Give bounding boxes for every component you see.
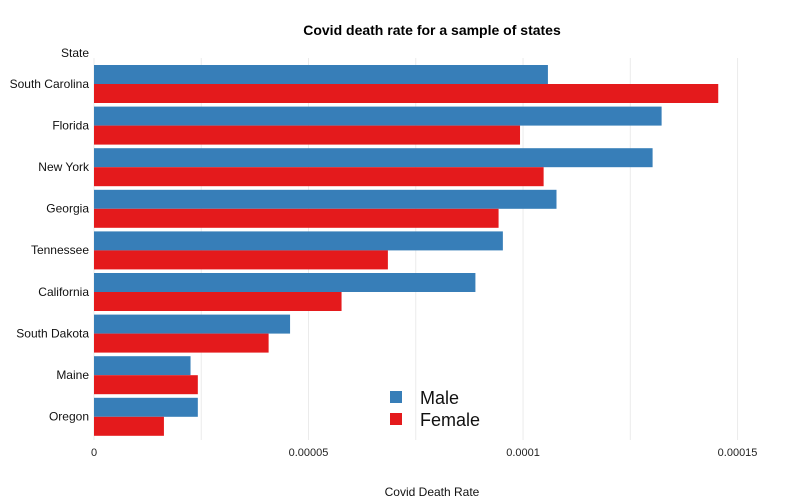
bar-male-south-carolina (94, 65, 548, 84)
category-label: Florida (52, 118, 89, 132)
bar-male-maine (94, 356, 191, 376)
bar-male-new-york (94, 148, 653, 168)
bar-female-florida (94, 125, 521, 145)
category-label: Oregon (49, 410, 89, 424)
category-label: South Carolina (10, 77, 90, 91)
category-label: California (38, 285, 89, 299)
bar-female-maine (94, 375, 198, 395)
bar-male-florida (94, 106, 662, 126)
x-tick-label: 0.00005 (289, 447, 329, 459)
x-axis-title: Covid Death Rate (385, 485, 480, 499)
x-tick-label: 0.00015 (718, 447, 758, 459)
bars (94, 65, 719, 436)
bar-female-south-carolina (94, 84, 719, 103)
chart-title: Covid death rate for a sample of states (303, 22, 561, 38)
bar-female-tennessee (94, 250, 388, 270)
category-label: Tennessee (31, 243, 89, 257)
legend-label-male: Male (420, 388, 459, 408)
bar-male-south-dakota (94, 314, 291, 334)
category-label: Georgia (46, 202, 89, 216)
bar-male-california (94, 273, 476, 292)
bar-male-oregon (94, 397, 198, 417)
bar-female-georgia (94, 208, 499, 228)
x-tick-labels: 0 0.00005 0.0001 0.00015 (91, 447, 757, 459)
category-labels: South Carolina Florida New York Georgia Tenn… (10, 77, 90, 424)
bar-female-oregon (94, 416, 164, 436)
bar-male-georgia (94, 189, 557, 209)
x-tick-label: 0 (91, 447, 97, 459)
y-axis-title: State (61, 46, 89, 60)
x-tick-label: 0.0001 (506, 447, 540, 459)
category-label: Maine (56, 368, 89, 382)
legend-swatch-male (390, 391, 402, 403)
legend-swatch-female (390, 413, 402, 425)
bar-female-california (94, 292, 342, 311)
category-label: South Dakota (16, 326, 89, 340)
bar-female-south-dakota (94, 333, 269, 353)
bar-female-new-york (94, 167, 544, 187)
legend-label-female: Female (420, 410, 480, 430)
category-label: New York (38, 160, 90, 174)
bar-male-tennessee (94, 231, 503, 251)
